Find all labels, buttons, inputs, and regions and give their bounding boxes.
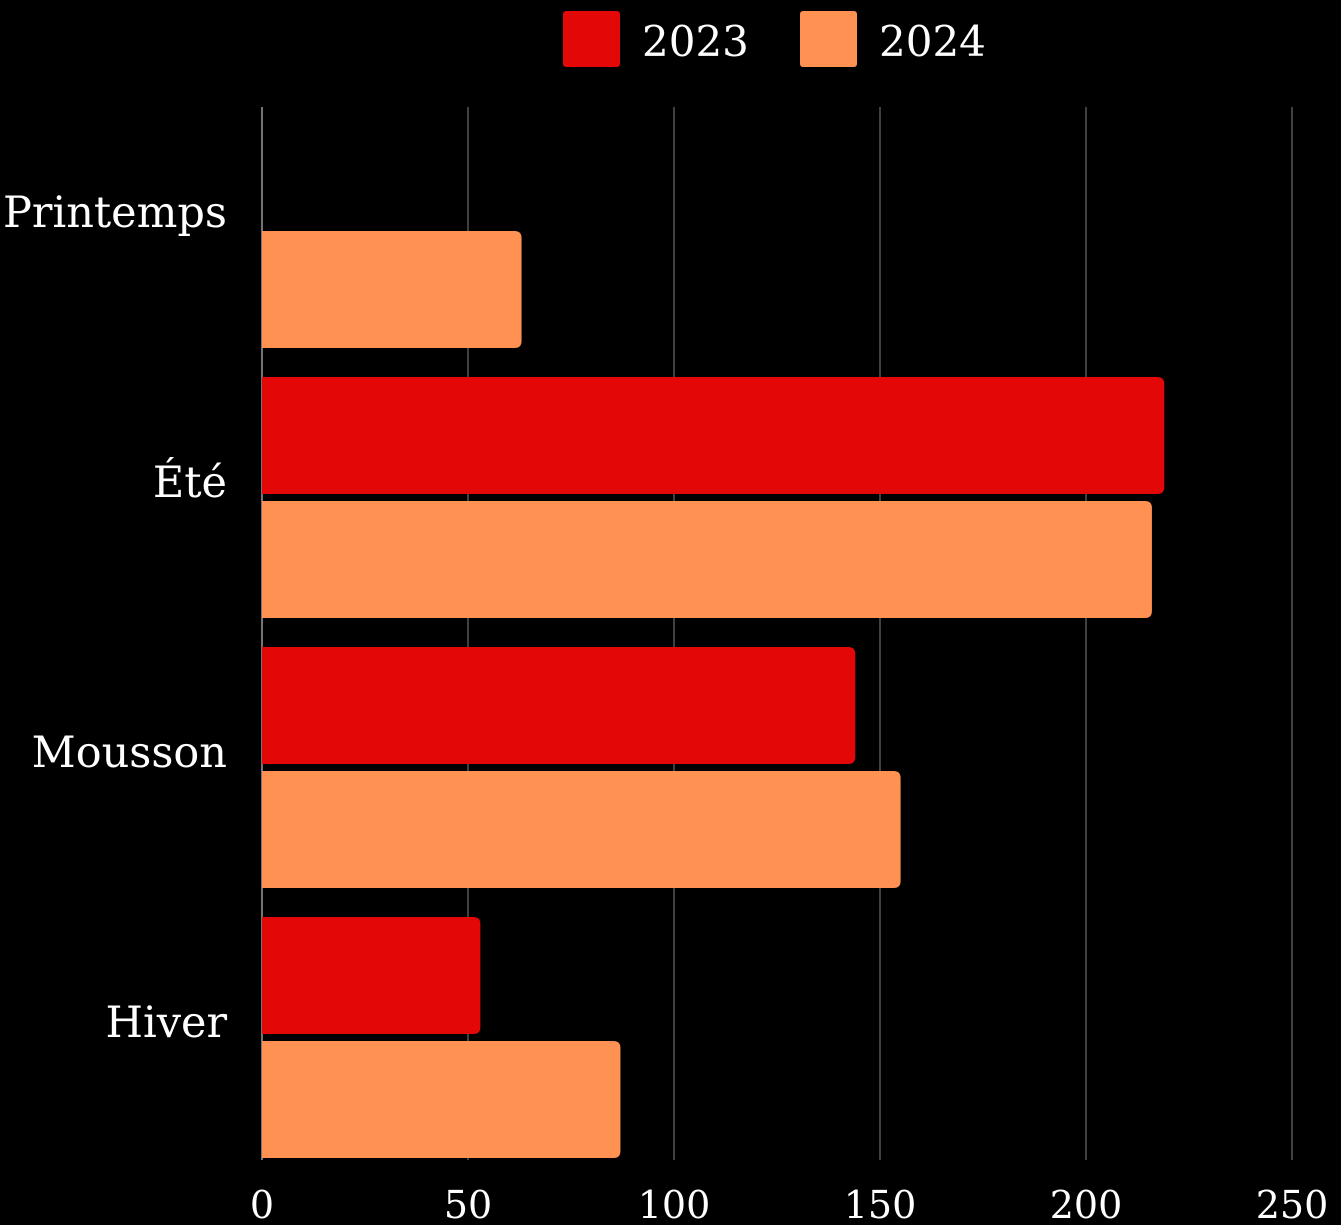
- legend-label-2023: 2023: [642, 17, 749, 66]
- x-tick-label: 250: [1256, 1183, 1329, 1225]
- bar-2023-Été: [262, 377, 1165, 494]
- x-tick-label: 100: [638, 1183, 711, 1225]
- bar-2024-Printemps: [262, 231, 522, 348]
- category-label: Hiver: [105, 998, 227, 1048]
- x-axis-ticks: 0 50 100 150 200 250: [250, 1183, 1328, 1225]
- bars: [262, 231, 1165, 1158]
- bar-2024-Hiver: [262, 1041, 621, 1158]
- category-label: Mousson: [32, 728, 227, 778]
- x-tick-label: 0: [250, 1183, 274, 1225]
- category-label: Été: [153, 457, 227, 508]
- x-tick-label: 200: [1050, 1183, 1123, 1225]
- category-labels: Printemps Été Mousson Hiver: [3, 188, 227, 1048]
- legend-swatch-2024: [800, 11, 857, 67]
- bar-2023-Mousson: [262, 647, 856, 764]
- legend-label-2024: 2024: [879, 17, 986, 66]
- x-tick-label: 150: [844, 1183, 917, 1225]
- bar-2024-Mousson: [262, 771, 901, 888]
- category-label: Printemps: [3, 188, 227, 238]
- bar-2023-Hiver: [262, 917, 481, 1034]
- legend-swatch-2023: [563, 11, 620, 67]
- bar-2024-Été: [262, 501, 1152, 618]
- legend: 2023 2024: [563, 11, 986, 67]
- x-tick-label: 50: [444, 1183, 492, 1225]
